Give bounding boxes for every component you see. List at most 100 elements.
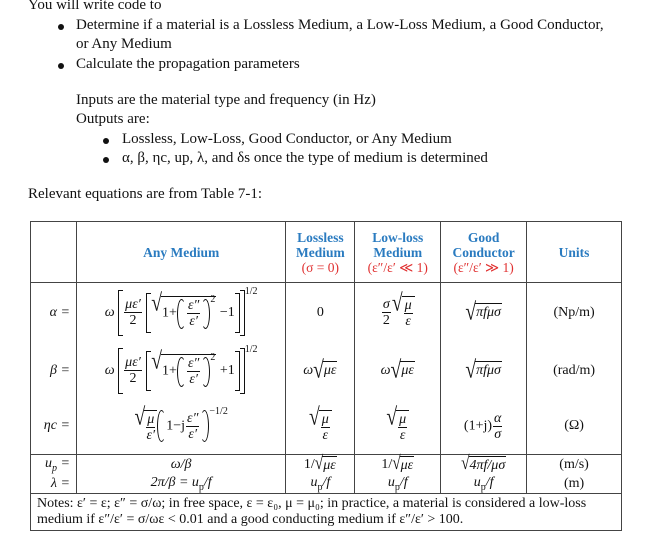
exponent: 1/2 (244, 285, 258, 297)
exponent: −1/2 (209, 405, 228, 417)
num: ε″ (187, 356, 200, 371)
one-plus: 1+ (162, 305, 177, 321)
row-notes: Notes: ε′ = ε; ε″ = σ/ω; in free space, … (30, 493, 622, 531)
row-beta: β = ω με′ 2 √ 1+ ε″ ε′ 2 +11/2 ω √ με ω √ με √ πfμ… (30, 342, 622, 399)
beta-lossless: ω √ με (285, 342, 356, 399)
num: μ (147, 411, 155, 427)
eta-units: (Ω) (526, 398, 622, 455)
square: 2 (210, 352, 216, 363)
alpha-lowloss: σ 2 √ μ ε (354, 282, 442, 343)
one-plus-j: (1+j) (463, 418, 493, 434)
alpha-label: α = (30, 282, 77, 343)
eta-any: √ μ ε′ 1−j ε″ ε′ −1/2 (75, 398, 287, 455)
f: /f (485, 474, 494, 490)
expr: με (323, 457, 336, 473)
bullet (103, 157, 109, 163)
num: μ (321, 411, 329, 427)
one-over: 1/ (381, 456, 393, 472)
up-lowloss: 1/√ με (354, 453, 442, 475)
lambda-lowloss: up/f (354, 474, 442, 494)
alpha-any: ω με′ 2 √ 1+ ε″ ε′ 2 −11/2 (75, 282, 287, 343)
lambda-good: up/f (440, 474, 528, 494)
inputs-text: Inputs are the material type and frequen… (76, 92, 376, 108)
f: /f (399, 474, 408, 490)
num: σ (382, 297, 390, 313)
lambda-units: (m) (526, 474, 622, 494)
expr: με (400, 457, 414, 473)
one-minus-j: 1−j (166, 418, 186, 434)
f: /f (322, 474, 331, 490)
bullet (103, 138, 109, 144)
header-lossless: Lossless Medium (σ = 0) (285, 221, 356, 283)
expr: 4πf/μσ (469, 457, 506, 473)
lowloss-condition: (ε″/ε′ ≪ 1) (367, 259, 428, 275)
sub: p (317, 481, 323, 493)
outputs-text: Outputs are: (76, 111, 150, 127)
bullet (58, 24, 64, 30)
alpha-good: √ πfμσ (440, 282, 528, 343)
den: ε (322, 427, 328, 443)
table-notes: Notes: ε′ = ε; ε″ = σ/ω; in free space, … (30, 493, 622, 531)
header-row: Any Medium Lossless Medium (σ = 0) Low-lo… (30, 221, 622, 283)
lossless-condition: (σ = 0) (301, 259, 340, 275)
expr: με (401, 362, 414, 378)
beta-units: (rad/m) (526, 342, 622, 399)
one-plus: 1+ (162, 363, 177, 379)
header-lowloss: Low-loss Medium (ε″/ε′ ≪ 1) (354, 221, 442, 283)
row-alpha: α = ω με′ 2 √ 1+ ε″ ε′ 2 −11/2 0 σ 2 √ μ ε √ πfμσ … (30, 282, 622, 343)
header-units: Units (526, 221, 622, 283)
den: 2 (129, 371, 137, 386)
omega: ω (380, 362, 391, 378)
beta-good: √ πfμσ (440, 342, 528, 399)
sub: p (198, 481, 204, 493)
lambda-lossless: up/f (285, 474, 356, 494)
fraction: με′ 2 (124, 297, 142, 328)
expr: πfμσ (476, 304, 501, 320)
expr: 2π/β = (150, 474, 192, 490)
up-any: ω/β (75, 454, 287, 475)
bullet-text: Calculate the propagation parameters (76, 56, 300, 72)
relevant-text: Relevant equations are from Table 7-1: (28, 186, 263, 202)
square: 2 (210, 294, 216, 306)
output-bullet: Lossless, Low-Loss, Good Conductor, or A… (122, 131, 452, 147)
num: ε″ (187, 410, 199, 426)
bracket (118, 289, 124, 336)
omega: ω (104, 304, 115, 320)
u: u (387, 474, 395, 490)
header-blank (30, 221, 77, 283)
den: ε (399, 427, 406, 443)
u: u (473, 474, 481, 490)
omega: ω (303, 362, 314, 378)
output-bullet: α, β, ηc, up, λ, and δs once the type of… (122, 150, 488, 166)
sub: p (394, 481, 400, 493)
beta-any: ω με′ 2 √ 1+ ε″ ε′ 2 +11/2 (75, 342, 287, 399)
den: σ (494, 426, 502, 442)
f: /f (203, 474, 212, 490)
plus-one: +1 (219, 362, 235, 378)
den: ε′ (189, 314, 198, 330)
den: 2 (129, 313, 137, 329)
up-lossless: 1/√ με (285, 453, 356, 475)
lambda-any: 2π/β = up/f (75, 474, 287, 494)
u: u (44, 455, 52, 471)
num: μ (399, 411, 407, 427)
header-lossless-label: Lossless Medium (295, 229, 345, 260)
num: με′ (125, 297, 141, 313)
alpha-lossless: 0 (285, 282, 356, 343)
u: u (310, 474, 318, 490)
expr: ω/β (170, 456, 192, 472)
header-lowloss-label: Low-loss Medium (372, 229, 424, 260)
minus-one: −1 (219, 304, 235, 320)
den: 2 (382, 313, 390, 329)
omega: ω (104, 362, 115, 378)
exponent: 1/2 (244, 343, 258, 355)
den: ε (405, 314, 411, 330)
eta-lowloss: √ μ ε (354, 398, 442, 455)
expr: με (323, 362, 337, 378)
lambda-label: λ = (30, 474, 77, 494)
header-good-label: Good Conductor (452, 229, 515, 260)
num: με′ (125, 355, 141, 370)
one-over: 1/ (303, 456, 315, 472)
den: ε′ (188, 426, 198, 442)
beta-lowloss: ω √ με (354, 342, 442, 399)
